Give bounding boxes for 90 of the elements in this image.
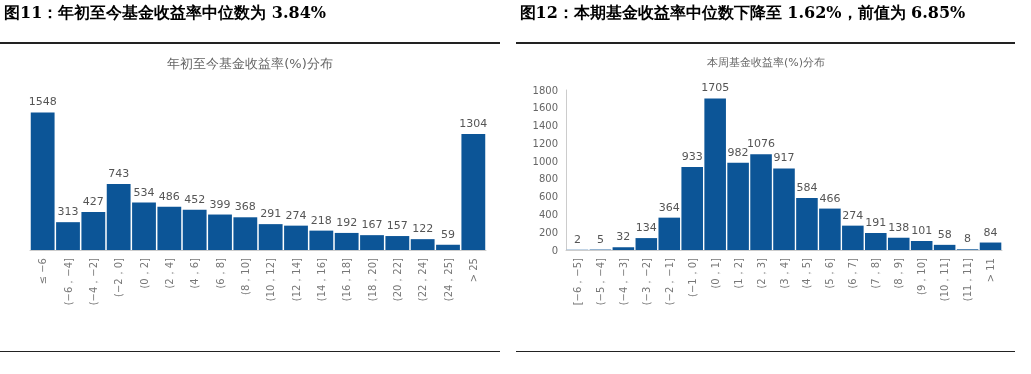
x-tick-label: (11，11] <box>961 257 973 302</box>
data-label: 134 <box>635 221 657 235</box>
chart-subtitle: 年初至今基金收益率(%)分布 <box>167 56 333 71</box>
data-label: 364 <box>658 200 680 214</box>
x-tick-label: (22，24] <box>417 257 429 302</box>
chart-title: 图11：年初至今基金收益率中位数为 3.84% <box>0 0 500 44</box>
data-label: 101 <box>910 224 932 238</box>
data-label: 122 <box>412 222 434 236</box>
data-label: 8 <box>963 232 971 246</box>
y-tick-label: 1400 <box>532 120 558 132</box>
x-tick-label: ≤ −6 <box>37 258 49 285</box>
x-tick-label: (−2，−1] <box>663 257 675 306</box>
data-label: 192 <box>336 215 358 229</box>
data-label: 5 <box>596 232 604 246</box>
data-label: 452 <box>184 192 206 206</box>
x-tick-label: (−6，−4] <box>62 257 74 306</box>
data-label: 584 <box>795 181 817 195</box>
y-tick-label: 1200 <box>532 137 558 149</box>
x-tick-label: > 11 <box>984 258 996 283</box>
data-label: 32 <box>615 230 630 244</box>
data-label: 157 <box>386 219 408 233</box>
x-tick-label: (14，16] <box>315 257 327 302</box>
data-label: 59 <box>441 227 455 241</box>
data-label: 191 <box>864 216 886 230</box>
data-label: 1705 <box>700 81 729 95</box>
x-tick-label: (6，7] <box>846 257 858 289</box>
x-tick-label: [−6，−5] <box>571 257 583 306</box>
x-tick-label: (4，5] <box>800 257 812 289</box>
x-tick-label: (16，18] <box>341 257 353 302</box>
x-tick-label: (1，2] <box>732 257 744 289</box>
x-tick-label: (2，4] <box>163 257 175 289</box>
data-label: 84 <box>983 225 998 239</box>
chart-title: 图12：本期基金收益率中位数下降至 1.62%，前值为 6.85% <box>515 0 1015 44</box>
data-label: 917 <box>773 151 794 165</box>
x-tick-label: (10，12] <box>265 257 277 302</box>
bar <box>933 244 955 250</box>
data-label: 138 <box>887 220 909 234</box>
data-label: 486 <box>158 189 180 203</box>
x-tick-label: (8，10] <box>239 257 251 295</box>
x-tick-label: (−2，0] <box>113 257 125 297</box>
data-label: 1548 <box>28 95 57 109</box>
y-tick-label: 400 <box>538 208 558 220</box>
bar <box>612 247 634 250</box>
x-tick-label: (2，3] <box>755 257 767 289</box>
bar <box>979 242 1001 250</box>
data-label: 274 <box>285 208 307 222</box>
x-tick-label: (−5，−4] <box>594 257 606 306</box>
data-label: 368 <box>234 200 256 214</box>
x-tick-label: (3，4] <box>778 257 789 289</box>
y-tick-label: 0 <box>551 244 558 256</box>
data-label: 58 <box>937 227 952 241</box>
x-tick-label: (−1，0] <box>686 257 698 297</box>
y-tick-label: 1800 <box>532 84 558 96</box>
x-tick-label: (−4，−3] <box>617 257 629 306</box>
data-label: 982 <box>727 145 749 159</box>
x-tick-label: (9，10] <box>915 257 927 295</box>
data-label: 534 <box>133 185 155 199</box>
data-label: 167 <box>361 218 383 232</box>
data-label: 743 <box>108 166 130 180</box>
x-tick-label: (12，14] <box>290 257 302 302</box>
data-label: 2 <box>573 232 581 246</box>
x-tick-label: (6，8] <box>214 257 226 289</box>
chart-subtitle: 本周基金收益率(%)分布 <box>706 56 825 69</box>
x-tick-label: (0，1] <box>709 257 721 289</box>
x-tick-label: (18，20] <box>366 257 378 302</box>
y-tick-label: 800 <box>538 173 558 185</box>
data-label: 313 <box>57 205 79 219</box>
x-tick-label: (−3，−2] <box>640 257 652 306</box>
x-tick-label: (10，11] <box>938 257 950 302</box>
data-label: 466 <box>818 191 840 205</box>
x-tick-label: > 25 <box>467 258 479 283</box>
data-label: 933 <box>681 150 703 164</box>
x-tick-label: (5，6] <box>823 257 835 289</box>
data-label: 274 <box>841 208 863 222</box>
x-tick-label: (24，25] <box>442 257 454 302</box>
x-tick-label: (0，2] <box>138 257 150 289</box>
data-label: 291 <box>260 207 282 221</box>
x-tick-label: (8，9] <box>892 257 904 289</box>
y-tick-label: 200 <box>538 226 558 238</box>
y-tick-label: 1000 <box>532 155 558 167</box>
y-tick-label: 1600 <box>532 102 558 114</box>
x-tick-label: (7，8] <box>869 257 881 289</box>
y-tick-label: 600 <box>538 191 558 203</box>
x-tick-label: (−4，−2] <box>87 257 99 306</box>
x-tick-label: (4，6] <box>189 257 201 289</box>
data-label: 1304 <box>459 117 488 131</box>
data-label: 218 <box>310 213 332 227</box>
data-label: 399 <box>209 197 231 211</box>
data-label: 427 <box>82 195 104 209</box>
x-tick-label: (20，22] <box>391 257 403 302</box>
